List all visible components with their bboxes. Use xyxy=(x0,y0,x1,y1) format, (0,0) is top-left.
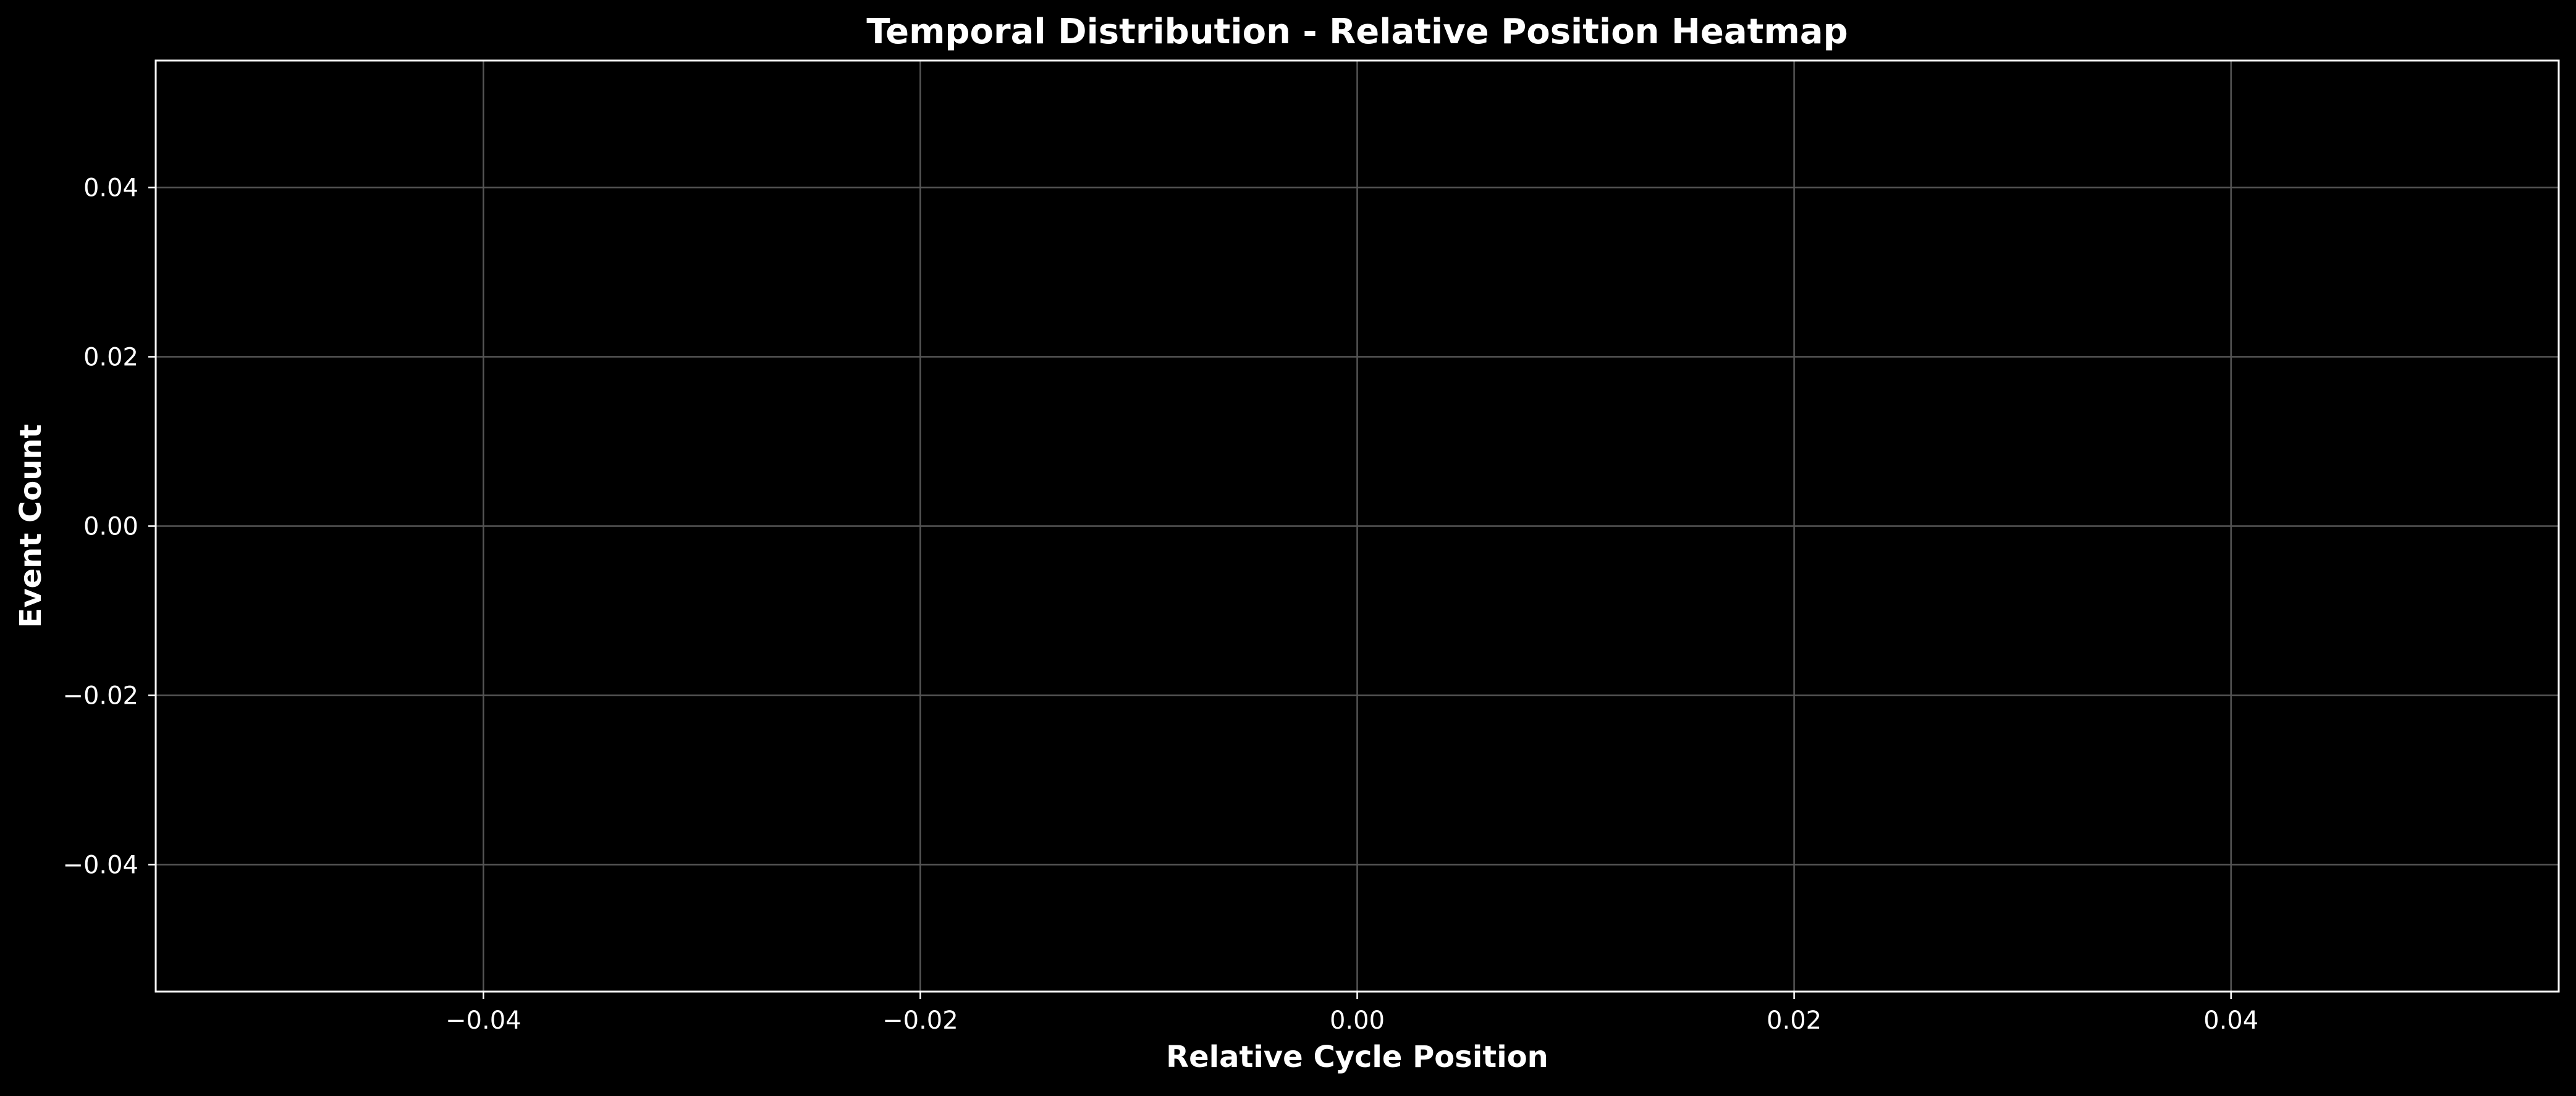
x-axis-label: Relative Cycle Position xyxy=(1166,1040,1548,1074)
chart-title: Temporal Distribution - Relative Positio… xyxy=(866,12,1848,52)
x-tick-label: −0.04 xyxy=(446,1006,522,1035)
x-tick-label: 0.02 xyxy=(1767,1006,1822,1035)
y-tick-label: −0.02 xyxy=(62,682,138,710)
y-axis-ticks: −0.04 −0.02 0.00 0.02 0.04 xyxy=(62,174,156,880)
x-tick-label: −0.02 xyxy=(882,1006,958,1035)
y-tick-label: 0.00 xyxy=(83,513,138,541)
grid-lines xyxy=(156,61,2559,992)
y-axis-label: Event Count xyxy=(14,424,48,628)
x-tick-label: 0.04 xyxy=(2203,1006,2258,1035)
y-tick-label: 0.02 xyxy=(83,344,138,372)
y-tick-label: −0.04 xyxy=(62,851,138,880)
y-tick-label: 0.04 xyxy=(83,174,138,203)
x-axis-ticks: −0.04 −0.02 0.00 0.02 0.04 xyxy=(446,992,2258,1035)
x-tick-label: 0.00 xyxy=(1330,1006,1385,1035)
